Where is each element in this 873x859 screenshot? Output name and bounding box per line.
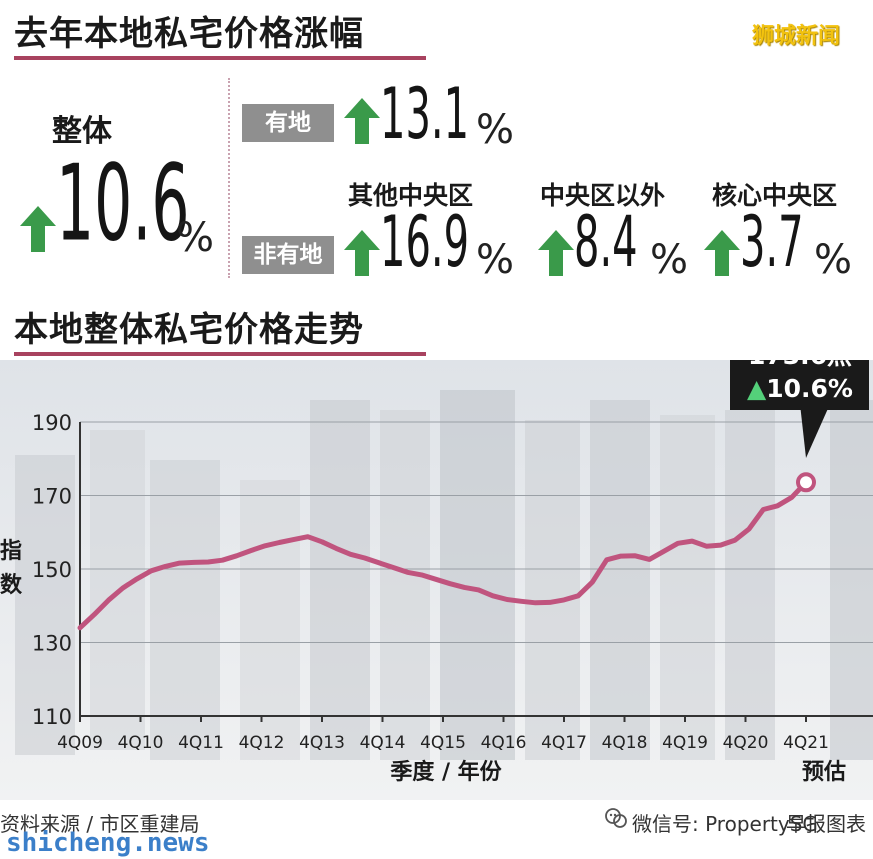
up-arrow-icon	[20, 206, 56, 252]
x-tick-label: 4Q18	[602, 733, 648, 753]
up-arrow-icon	[344, 230, 380, 276]
landed-tag: 有地	[242, 104, 334, 142]
brand-logo: 狮城新闻	[752, 24, 841, 49]
x-tick-label: 4Q13	[299, 733, 345, 753]
region-label-rcr: 中央区以外	[540, 181, 666, 210]
overall-label: 整体	[52, 114, 112, 149]
overall-value-box: 10.6	[56, 143, 190, 266]
rcr-unit: %	[650, 237, 689, 283]
up-arrow-icon	[704, 230, 740, 276]
source-note: 资料来源 / 市区重建局	[0, 812, 200, 836]
section-divider	[228, 78, 230, 278]
ylabel-group: 指 数	[0, 539, 23, 598]
chart-title-underline	[14, 352, 426, 356]
rcr-value-box: 8.4	[574, 208, 654, 282]
price-index-chart: 110 130 150 170 190 4Q09 4Q10 4Q11 4Q12 4Q13 4Q14…	[0, 360, 873, 800]
y-tick-label: 110	[32, 705, 72, 729]
x-tick-label: 4Q21	[783, 733, 829, 753]
y-tick-label: 190	[32, 411, 72, 435]
price-index-line	[77, 479, 809, 631]
x-tick-label: 4Q17	[541, 733, 587, 753]
non-landed-tag: 非有地	[242, 236, 334, 274]
ocr-value: 16.9	[380, 202, 470, 284]
callout-pointer	[800, 404, 830, 458]
y-axis: 110 130 150 170 190	[32, 411, 81, 729]
main-title: 去年本地私宅价格涨幅	[14, 14, 364, 54]
y-tick-label: 150	[32, 558, 72, 582]
up-arrow-icon	[344, 98, 380, 144]
wechat-id: 微信号: PropertySG	[632, 812, 818, 836]
y-axis-label-char-1: 指	[0, 539, 22, 564]
skyline-buildings	[15, 390, 873, 760]
latest-point-marker	[796, 472, 816, 493]
landed-value-box: 13.1	[380, 80, 480, 154]
chart-title: 本地整体私宅价格走势	[14, 310, 364, 350]
ccr-value-box: 3.7	[740, 208, 820, 282]
callout-box	[730, 360, 869, 410]
x-tick-label: 4Q15	[420, 733, 466, 753]
x-tick-label: 4Q14	[360, 733, 406, 753]
chart-gridlines	[80, 421, 873, 717]
y-axis-label-char-2: 数	[0, 572, 23, 598]
x-tick-label: 4Q09	[57, 733, 103, 753]
forecast-label: 预估	[802, 760, 846, 785]
ocr-value-box: 16.9	[380, 208, 480, 282]
up-arrow-icon	[538, 230, 574, 276]
region-label-ccr: 核心中央区	[712, 181, 838, 210]
x-tick-label: 4Q19	[662, 733, 708, 753]
x-tick-label: 4Q12	[239, 733, 285, 753]
landed-value: 13.1	[380, 74, 470, 156]
watermark: shicheng.news	[6, 828, 210, 858]
x-tick-label: 4Q20	[723, 733, 769, 753]
landed-unit: %	[476, 107, 515, 153]
y-tick-label: 170	[32, 485, 72, 509]
rcr-value: 8.4	[574, 202, 638, 284]
overall-unit: %	[176, 215, 215, 261]
x-tick-label: 4Q11	[178, 733, 224, 753]
chart-credit: 早报图表	[786, 812, 866, 836]
x-tick-label: 4Q16	[481, 733, 527, 753]
wechat-icon	[604, 806, 628, 830]
x-tick-label: 4Q10	[118, 733, 164, 753]
y-tick-label: 130	[32, 632, 72, 656]
x-axis-label: 季度 / 年份	[390, 759, 502, 785]
overall-value: 10.6	[56, 143, 190, 266]
callout-change: ▲10.6%	[747, 374, 853, 403]
title-underline	[14, 56, 426, 60]
region-label-ocr: 其他中央区	[348, 181, 474, 210]
latest-value-callout: 173.6点 ▲10.6%	[730, 360, 869, 458]
ocr-unit: %	[476, 237, 515, 283]
x-axis: 4Q09 4Q10 4Q11 4Q12 4Q13 4Q14 4Q15 4Q16 4Q17 4Q18…	[57, 716, 829, 753]
callout-value: 173.6点	[748, 360, 852, 370]
ccr-value: 3.7	[740, 202, 804, 284]
ccr-unit: %	[814, 237, 853, 283]
